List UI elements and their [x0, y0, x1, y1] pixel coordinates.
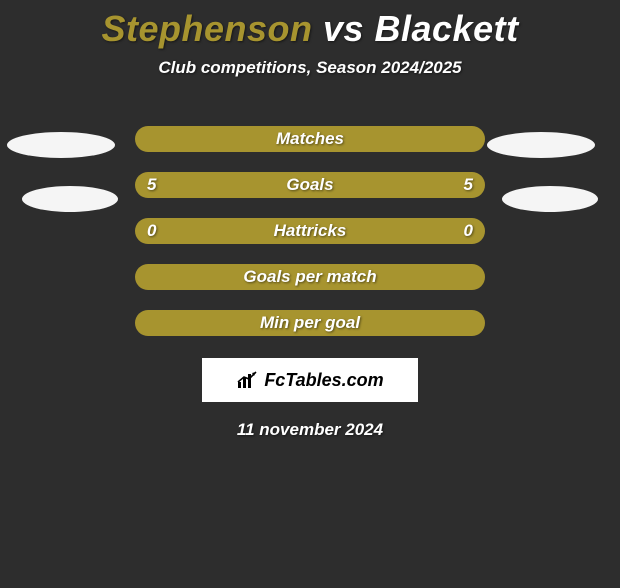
- logo-text: FcTables.com: [264, 370, 383, 391]
- avatar-oval-3: [502, 186, 598, 212]
- title-player-left: Stephenson: [101, 8, 312, 49]
- bar-chart-icon: [236, 370, 258, 390]
- date-text: 11 november 2024: [0, 420, 620, 440]
- stat-left-value: 0: [147, 221, 156, 241]
- stat-row-hattricks: Hattricks 0 0: [135, 218, 485, 244]
- stat-row-goals-per-match: Goals per match: [135, 264, 485, 290]
- title-player-right: Blackett: [375, 8, 519, 49]
- stat-label: Matches: [276, 129, 344, 149]
- stat-right-value: 0: [464, 221, 473, 241]
- stat-row-min-per-goal: Min per goal: [135, 310, 485, 336]
- title-vs: vs: [312, 8, 374, 49]
- logo-box: FcTables.com: [202, 358, 418, 402]
- page-title: Stephenson vs Blackett: [0, 8, 620, 50]
- avatar-oval-0: [7, 132, 115, 158]
- avatar-oval-1: [487, 132, 595, 158]
- stat-label: Min per goal: [260, 313, 360, 333]
- stats-rows: Matches Goals 5 5 Hattricks 0 0 Goals per match…: [135, 126, 485, 336]
- stat-left-value: 5: [147, 175, 156, 195]
- stat-row-goals: Goals 5 5: [135, 172, 485, 198]
- stat-row-matches: Matches: [135, 126, 485, 152]
- stat-label: Goals: [286, 175, 333, 195]
- stat-right-value: 5: [464, 175, 473, 195]
- stat-label: Hattricks: [274, 221, 347, 241]
- avatar-oval-2: [22, 186, 118, 212]
- stat-label: Goals per match: [243, 267, 376, 287]
- subtitle: Club competitions, Season 2024/2025: [0, 58, 620, 78]
